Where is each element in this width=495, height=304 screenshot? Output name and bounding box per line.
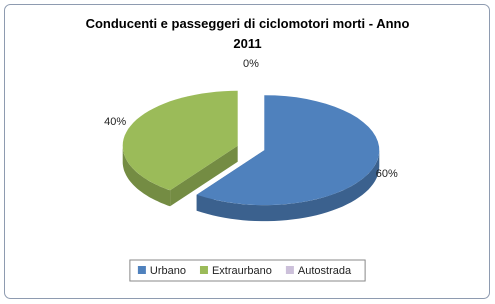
legend: Urbano Extraurbano Autostrada [129,259,366,282]
legend-box [129,259,366,282]
data-label: 0% [243,58,259,70]
legend-swatch [285,266,294,274]
data-label: 40% [104,116,126,128]
slice-top [122,90,238,191]
slice [196,95,380,222]
legend-label: Extraurbano [212,265,272,277]
chart-title: Conducenti e passeggeri di ciclomotori m… [85,16,410,51]
legend-label: Autostrada [298,265,352,277]
legend-swatch [199,266,208,274]
legend-label: Urbano [150,265,186,277]
slice-top [196,95,380,206]
chart-frame [4,4,490,299]
slice [122,90,238,207]
slice-wall [170,145,238,207]
slice-side [196,150,380,222]
data-label: 60% [376,168,398,180]
slice-side [122,145,171,207]
pie [122,90,380,222]
legend-swatch [137,266,146,274]
